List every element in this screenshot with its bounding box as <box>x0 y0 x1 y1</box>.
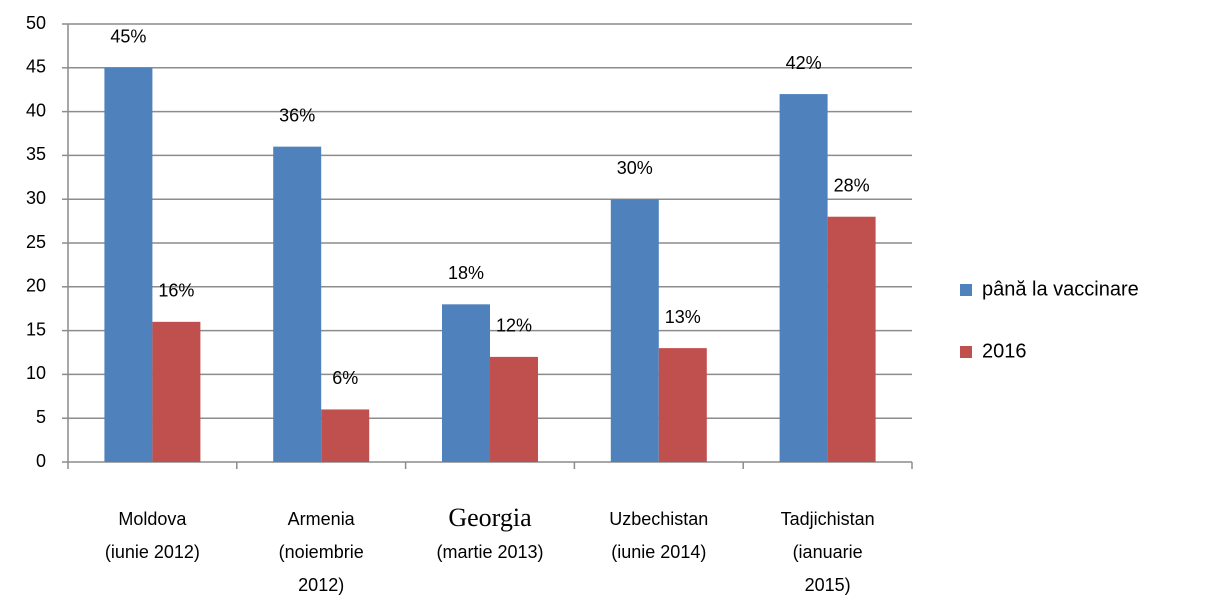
data-label: 18% <box>448 263 484 283</box>
bar <box>827 216 876 462</box>
data-label: 30% <box>617 158 653 178</box>
data-label: 16% <box>158 281 194 301</box>
x-tick-label: (noiembrie <box>279 542 364 562</box>
bar <box>104 67 153 463</box>
x-tick-label: Armenia <box>288 509 356 529</box>
bar <box>779 94 828 462</box>
bar <box>490 356 538 462</box>
x-tick-label: Moldova <box>118 509 187 529</box>
legend-label: 2016 <box>982 340 1027 362</box>
legend-swatch <box>960 284 972 296</box>
y-tick-label: 10 <box>26 363 46 383</box>
data-label: 36% <box>279 105 315 125</box>
x-tick-label: Uzbechistan <box>609 509 708 529</box>
y-tick-label: 15 <box>26 319 46 339</box>
bar <box>442 304 490 462</box>
data-label: 42% <box>786 53 822 73</box>
data-label: 45% <box>110 27 146 47</box>
y-tick-label: 0 <box>36 451 46 471</box>
y-tick-label: 50 <box>26 13 46 33</box>
legend-label: până la vaccinare <box>982 278 1139 300</box>
bar <box>610 199 659 462</box>
y-tick-label: 20 <box>26 276 46 296</box>
x-tick-label: Georgia <box>448 503 532 532</box>
data-label: 28% <box>834 175 870 195</box>
x-tick-label: (ianuarie <box>793 542 863 562</box>
x-tick-label: Tadjichistan <box>781 509 875 529</box>
data-label: 6% <box>332 368 358 388</box>
y-tick-label: 40 <box>26 100 46 120</box>
x-tick-label: (iunie 2014) <box>611 542 706 562</box>
bar <box>273 146 322 462</box>
bar <box>321 409 370 462</box>
x-tick-label: (martie 2013) <box>436 542 543 562</box>
legend-swatch <box>960 346 972 358</box>
data-label: 13% <box>665 307 701 327</box>
x-tick-label: 2015) <box>805 575 851 595</box>
x-tick-label: (iunie 2012) <box>105 542 200 562</box>
y-tick-label: 35 <box>26 144 46 164</box>
bar <box>658 348 707 462</box>
x-tick-label: 2012) <box>298 575 344 595</box>
bar <box>152 321 201 462</box>
data-label: 12% <box>496 316 532 336</box>
y-tick-label: 5 <box>36 407 46 427</box>
y-tick-label: 25 <box>26 232 46 252</box>
y-tick-label: 45 <box>26 57 46 77</box>
y-tick-label: 30 <box>26 188 46 208</box>
